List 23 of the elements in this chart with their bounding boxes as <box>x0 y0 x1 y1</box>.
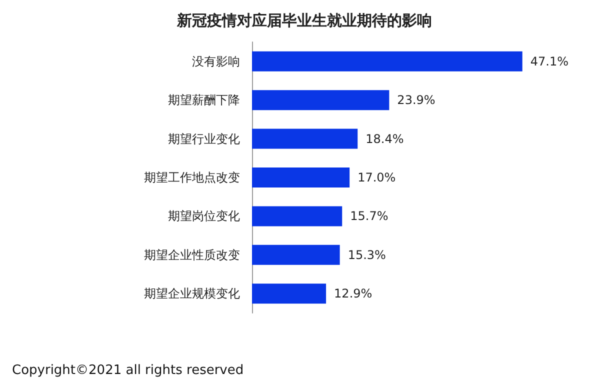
bar <box>252 90 390 110</box>
data-label: 17.0% <box>358 170 396 184</box>
bar <box>252 128 358 149</box>
chart-title: 新冠疫情对应届毕业生就业期待的影响 <box>176 12 432 30</box>
y-tick-label: 期望薪酬下降 <box>168 93 240 108</box>
data-label: 23.9% <box>397 93 436 108</box>
y-tick-label: 期望企业规模变化 <box>144 286 240 301</box>
y-tick-label: 期望企业性质改变 <box>144 248 240 262</box>
y-tick-label: 没有影响 <box>192 54 240 68</box>
bar <box>252 51 522 72</box>
data-label: 12.9% <box>334 286 372 301</box>
bar <box>252 168 350 188</box>
bar <box>252 284 326 304</box>
y-tick-label: 期望工作地点改变 <box>144 170 240 184</box>
y-tick-label: 期望行业变化 <box>168 132 240 146</box>
data-label: 47.1% <box>530 54 568 68</box>
bar <box>252 206 342 226</box>
bar <box>252 244 340 265</box>
y-tick-label: 期望岗位变化 <box>168 209 240 224</box>
data-label: 15.3% <box>348 248 386 262</box>
text: Copyright©2021 all rights reserved <box>12 363 244 378</box>
data-label: 15.7% <box>350 209 388 224</box>
data-label: 18.4% <box>366 132 404 146</box>
